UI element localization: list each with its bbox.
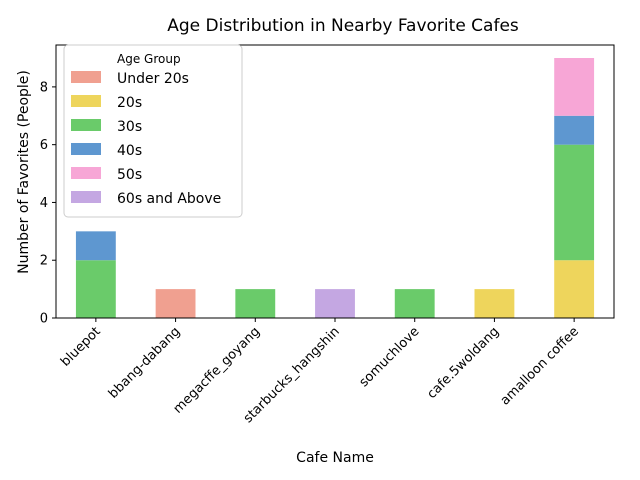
y-tick-label: 2 — [40, 254, 48, 269]
legend-swatch — [71, 71, 101, 83]
x-tick-label: bluepot — [58, 324, 104, 370]
legend-entry: 60s and Above — [117, 191, 221, 207]
bar-segment — [75, 231, 116, 261]
y-tick-label: 4 — [40, 196, 48, 211]
legend-title: Age Group — [117, 52, 181, 66]
x-axis-label: Cafe Name — [296, 450, 374, 466]
legend-box — [63, 44, 243, 218]
chart-title: Age Distribution in Nearby Favorite Cafe… — [167, 16, 519, 36]
legend-entry: 30s — [117, 119, 142, 135]
legend-entry: 20s — [117, 95, 142, 111]
y-axis-label: Number of Favorites (People) — [16, 70, 32, 274]
legend-entry: Under 20s — [117, 71, 189, 87]
x-tick-label: bbang-dabang — [106, 324, 183, 401]
bar-segment — [155, 289, 196, 318]
legend: Age Group Under 20s 20s 30s 40s 50s 60s and Ab… — [63, 44, 243, 218]
bar-segment — [554, 58, 595, 116]
legend-swatch — [71, 143, 101, 155]
bar-segment — [554, 260, 595, 318]
bar-segment — [554, 115, 595, 145]
bar-segment — [235, 289, 276, 318]
bar-segment — [394, 289, 435, 318]
x-tick-label: megacffe_goyang — [171, 324, 264, 417]
y-tick-label: 6 — [40, 138, 48, 153]
legend-swatch — [71, 119, 101, 131]
legend-entry: 40s — [117, 143, 142, 159]
y-tick-label: 0 — [40, 312, 48, 327]
bars-group — [75, 58, 595, 318]
bar-segment — [75, 260, 116, 318]
y-tick-label: 8 — [40, 80, 48, 95]
bar-segment — [474, 289, 515, 318]
legend-swatch — [71, 191, 101, 203]
legend-swatch — [71, 95, 101, 107]
x-tick-label: cafe.5woldang — [424, 324, 502, 402]
bar-segment — [315, 289, 355, 318]
x-tick-label: somuchlove — [357, 324, 423, 390]
x-tick-label: amalloon coffee — [498, 324, 582, 408]
legend-swatch — [71, 167, 101, 179]
bar-segment — [554, 144, 595, 261]
legend-entry: 50s — [117, 167, 142, 183]
